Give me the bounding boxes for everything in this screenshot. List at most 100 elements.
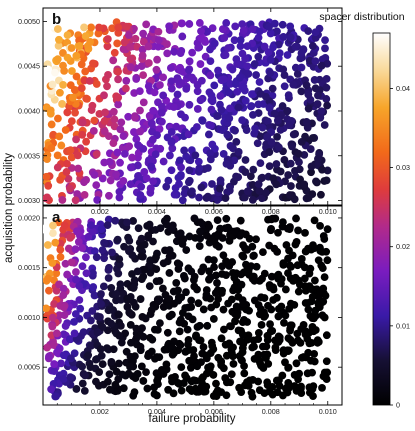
- scatter-point: [308, 384, 317, 393]
- scatter-point: [225, 339, 234, 348]
- scatter-point: [53, 163, 62, 172]
- scatter-point: [43, 193, 51, 202]
- scatter-point: [222, 19, 231, 27]
- scatter-point: [143, 384, 152, 393]
- scatter-point: [248, 242, 257, 251]
- scatter-point: [243, 62, 252, 71]
- scatter-point: [154, 27, 163, 36]
- scatter-point: [49, 221, 57, 230]
- scatter-point: [67, 117, 76, 126]
- scatter-point: [48, 259, 57, 267]
- scatter-point: [216, 92, 225, 100]
- scatter-point: [184, 130, 193, 139]
- scatter-point: [130, 276, 139, 285]
- scatter-point: [249, 110, 257, 119]
- scatter-point: [250, 342, 258, 351]
- scatter-point: [147, 306, 156, 315]
- scatter-point: [114, 67, 122, 76]
- scatter-point: [132, 75, 141, 83]
- scatter-point: [141, 314, 150, 323]
- scatter-point: [145, 156, 153, 165]
- scatter-point: [278, 371, 287, 380]
- scatter-point: [248, 180, 257, 189]
- scatter-point: [125, 142, 134, 151]
- scatter-point: [322, 95, 331, 103]
- scatter-point: [234, 148, 243, 156]
- scatter-point: [245, 306, 253, 315]
- colorbar-tick-label: 0.03: [396, 163, 410, 172]
- scatter-point: [239, 300, 247, 308]
- scatter-point: [206, 45, 214, 54]
- scatter-point: [138, 45, 147, 54]
- scatter-point: [257, 320, 266, 329]
- scatter-point: [236, 42, 245, 50]
- scatter-point: [210, 263, 218, 272]
- scatter-point: [162, 360, 171, 369]
- scatter-point: [274, 312, 283, 321]
- scatter-point: [195, 321, 204, 330]
- scatter-point: [113, 386, 122, 395]
- scatter-point: [271, 343, 280, 352]
- scatter-point: [243, 335, 252, 344]
- scatter-point: [273, 116, 282, 125]
- scatter-point: [211, 289, 220, 297]
- scatter-point: [197, 76, 206, 85]
- scatter-point: [300, 180, 309, 189]
- scatter-point: [194, 387, 203, 396]
- scatter-point: [72, 135, 80, 144]
- scatter-point: [48, 80, 57, 89]
- scatter-point: [214, 353, 223, 362]
- scatter-point: [203, 27, 212, 36]
- scatter-point: [247, 90, 256, 99]
- scatter-point: [132, 324, 141, 333]
- scatter-point: [43, 155, 51, 164]
- scatter-point: [238, 348, 247, 357]
- scatter-point: [323, 101, 332, 110]
- scatter-point: [148, 135, 157, 144]
- scatter-point: [292, 214, 300, 223]
- scatter-point: [318, 311, 327, 320]
- scatter-point: [307, 168, 315, 177]
- scatter-point: [209, 315, 218, 323]
- scatter-point: [233, 60, 241, 68]
- y-axis-title: acquisition probability: [3, 153, 15, 263]
- scatter-point: [297, 87, 306, 96]
- scatter-point: [169, 103, 178, 111]
- scatter-point: [184, 312, 193, 321]
- scatter-point: [126, 43, 134, 51]
- scatter-point: [92, 253, 101, 262]
- scatter-point: [310, 276, 319, 285]
- scatter-point: [236, 231, 244, 240]
- scatter-point: [220, 325, 228, 334]
- scatter-point: [247, 262, 255, 271]
- scatter-point: [54, 41, 63, 50]
- scatter-point: [241, 54, 250, 63]
- scatter-point: [185, 57, 194, 66]
- scatter-point: [279, 218, 287, 227]
- scatter-point: [137, 252, 146, 261]
- scatter-point: [72, 275, 80, 284]
- scatter-point: [168, 310, 176, 319]
- scatter-point: [107, 357, 116, 366]
- scatter-point: [275, 49, 284, 57]
- scatter-point: [132, 333, 141, 342]
- colorbar: spacer distribution 0 0.01 0.02 0.03 0.04: [319, 11, 410, 410]
- scatter-point: [218, 286, 226, 295]
- scatter-point: [197, 183, 206, 192]
- scatter-point: [216, 176, 225, 185]
- scatter-point: [187, 303, 196, 311]
- scatter-point: [232, 302, 241, 311]
- scatter-point: [196, 218, 205, 227]
- scatter-point: [97, 300, 105, 308]
- scatter-point: [203, 231, 211, 240]
- scatter-point: [72, 268, 80, 276]
- scatter-point: [230, 227, 239, 236]
- scatter-point: [295, 280, 304, 289]
- scatter-point: [66, 146, 75, 155]
- scatter-point: [159, 157, 168, 166]
- scatter-point: [295, 165, 304, 174]
- scatter-point: [293, 261, 302, 270]
- y-tick-label: 0.0010: [18, 313, 40, 322]
- scatter-point: [197, 267, 206, 276]
- scatter-point: [209, 371, 218, 379]
